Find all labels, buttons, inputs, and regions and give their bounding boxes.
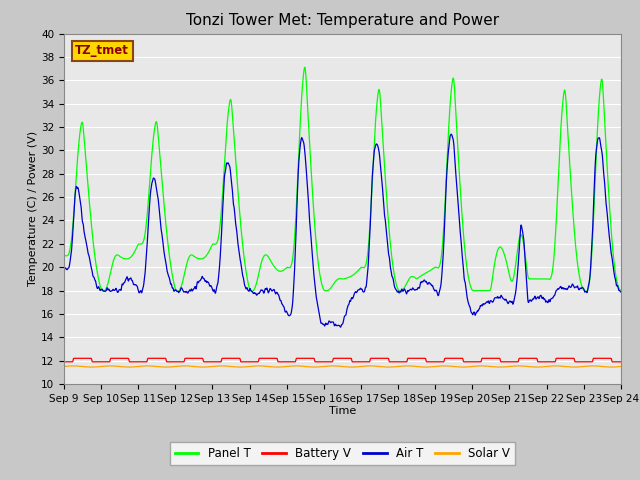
Battery V xyxy=(325,359,333,365)
Air T xyxy=(324,319,332,325)
Air T xyxy=(337,324,344,330)
Panel T xyxy=(60,252,68,258)
Panel T xyxy=(301,64,308,70)
Solar V xyxy=(325,363,333,369)
X-axis label: Time: Time xyxy=(329,407,356,417)
Battery V xyxy=(299,355,307,361)
Panel T xyxy=(600,105,608,110)
Solar V xyxy=(218,363,225,369)
Air T xyxy=(294,177,301,183)
Line: Solar V: Solar V xyxy=(64,366,621,367)
Y-axis label: Temperature (C) / Power (V): Temperature (C) / Power (V) xyxy=(28,131,38,287)
Solar V xyxy=(299,363,307,369)
Battery V xyxy=(294,355,302,361)
Solar V xyxy=(465,364,472,370)
Line: Battery V: Battery V xyxy=(64,358,621,362)
Solar V xyxy=(617,364,625,370)
Battery V xyxy=(617,359,625,365)
Solar V xyxy=(88,364,96,370)
Battery V xyxy=(600,355,607,361)
Battery V xyxy=(60,359,68,365)
Line: Panel T: Panel T xyxy=(64,67,621,291)
Air T xyxy=(447,132,455,137)
Panel T xyxy=(582,288,590,294)
Air T xyxy=(600,173,608,179)
Air T xyxy=(465,301,472,307)
Panel T xyxy=(617,288,625,293)
Legend: Panel T, Battery V, Air T, Solar V: Panel T, Battery V, Air T, Solar V xyxy=(170,443,515,465)
Solar V xyxy=(60,364,68,370)
Air T xyxy=(298,136,306,142)
Panel T xyxy=(572,248,580,254)
Air T xyxy=(60,265,68,271)
Battery V xyxy=(572,359,580,365)
Text: TZ_tmet: TZ_tmet xyxy=(75,44,129,57)
Solar V xyxy=(294,363,302,369)
Line: Air T: Air T xyxy=(64,134,621,327)
Panel T xyxy=(298,84,306,90)
Solar V xyxy=(600,364,608,370)
Panel T xyxy=(294,170,301,176)
Battery V xyxy=(465,359,472,365)
Panel T xyxy=(465,276,472,281)
Air T xyxy=(572,284,580,290)
Title: Tonzi Tower Met: Temperature and Power: Tonzi Tower Met: Temperature and Power xyxy=(186,13,499,28)
Air T xyxy=(617,289,625,295)
Battery V xyxy=(70,355,78,361)
Solar V xyxy=(572,364,580,370)
Panel T xyxy=(325,287,333,293)
